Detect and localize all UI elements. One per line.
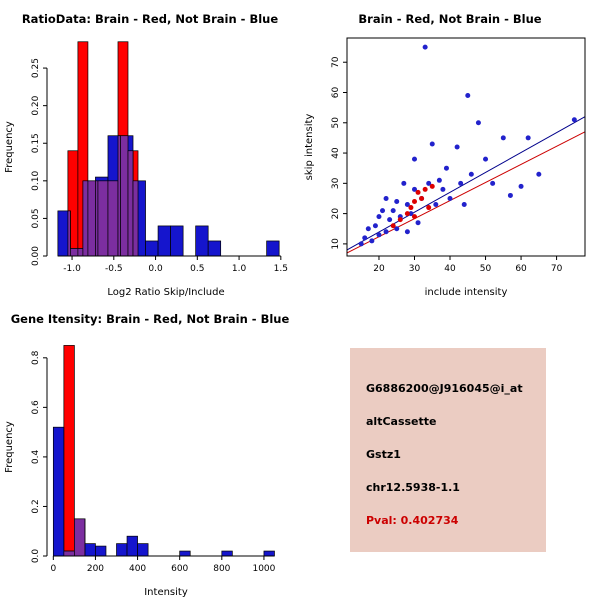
scatter-chart: 20 30 40 50 60 70 10 20 30 40 50 60 70 include intens… — [304, 37, 586, 298]
svg-text:600: 600 — [171, 564, 188, 574]
panel-gene-histogram: Gene Itensity: Brain - Red, Not Brain - … — [0, 300, 300, 600]
info-line: chr12.5938-1.1 — [366, 481, 460, 494]
info-panel: G6886200@J916045@i_at altCassette Gstz1 … — [350, 348, 546, 552]
svg-text:Frequency: Frequency — [4, 421, 15, 473]
svg-text:30: 30 — [331, 177, 341, 189]
panel-info: G6886200@J916045@i_at altCassette Gstz1 … — [300, 300, 600, 600]
gene-histogram-title: Gene Itensity: Brain - Red, Not Brain - … — [10, 312, 290, 326]
svg-text:0.2: 0.2 — [31, 499, 41, 513]
svg-text:40: 40 — [331, 147, 341, 159]
svg-text:0.0: 0.0 — [31, 549, 41, 564]
svg-text:0.20: 0.20 — [31, 95, 41, 115]
svg-text:40: 40 — [444, 264, 456, 274]
svg-text:0: 0 — [50, 564, 56, 574]
info-line: altCassette — [366, 415, 437, 428]
svg-text:0.25: 0.25 — [31, 58, 41, 78]
svg-text:Intensity: Intensity — [144, 587, 188, 598]
svg-text:10: 10 — [331, 238, 341, 250]
svg-text:20: 20 — [373, 264, 385, 274]
svg-text:-1.0: -1.0 — [63, 264, 81, 274]
svg-text:include intensity: include intensity — [425, 287, 508, 298]
svg-text:Frequency: Frequency — [4, 121, 15, 173]
svg-text:50: 50 — [331, 117, 341, 129]
svg-text:800: 800 — [213, 564, 230, 574]
svg-text:-0.5: -0.5 — [105, 264, 123, 274]
svg-text:1000: 1000 — [252, 564, 275, 574]
svg-text:200: 200 — [87, 564, 104, 574]
svg-text:70: 70 — [331, 56, 341, 68]
svg-text:0.05: 0.05 — [31, 208, 41, 228]
svg-text:Log2 Ratio Skip/Include: Log2 Ratio Skip/Include — [107, 287, 224, 298]
svg-text:1.5: 1.5 — [274, 264, 288, 274]
svg-text:50: 50 — [480, 264, 492, 274]
panel-scatter: Brain - Red, Not Brain - Blue 20 30 40 50 60… — [300, 0, 600, 300]
svg-text:skip intensity: skip intensity — [304, 114, 315, 181]
svg-text:30: 30 — [409, 264, 421, 274]
info-line: G6886200@J916045@i_at — [366, 382, 523, 395]
svg-text:0.4: 0.4 — [31, 449, 41, 464]
svg-text:70: 70 — [551, 264, 563, 274]
panel-ratio-histogram: RatioData: Brain - Red, Not Brain - Blue… — [0, 0, 300, 300]
gene-intensity-histogram-chart: 0 200 400 600 800 1000 0.0 0.2 0.4 0.6 0.8 Intensit… — [4, 345, 276, 598]
svg-text:0.15: 0.15 — [31, 133, 41, 153]
svg-text:0.10: 0.10 — [31, 171, 41, 191]
svg-text:400: 400 — [129, 564, 146, 574]
svg-text:1.0: 1.0 — [232, 264, 247, 274]
ratio-histogram-chart: -1.0 -0.5 0.0 0.5 1.0 1.5 0.00 0.05 0.10 0.15 0.20… — [4, 41, 288, 298]
scatter-title: Brain - Red, Not Brain - Blue — [358, 12, 542, 26]
svg-text:0.0: 0.0 — [148, 264, 163, 274]
svg-text:0.6: 0.6 — [31, 400, 41, 415]
svg-text:0.5: 0.5 — [190, 264, 204, 274]
svg-text:0.8: 0.8 — [31, 350, 41, 365]
info-line: Gstz1 — [366, 448, 401, 461]
svg-text:20: 20 — [331, 208, 341, 220]
svg-text:60: 60 — [515, 264, 527, 274]
ratio-histogram-title: RatioData: Brain - Red, Not Brain - Blue — [21, 12, 279, 26]
svg-text:0.00: 0.00 — [31, 246, 41, 266]
svg-text:60: 60 — [331, 87, 341, 99]
info-line: Pval: 0.402734 — [366, 514, 459, 527]
